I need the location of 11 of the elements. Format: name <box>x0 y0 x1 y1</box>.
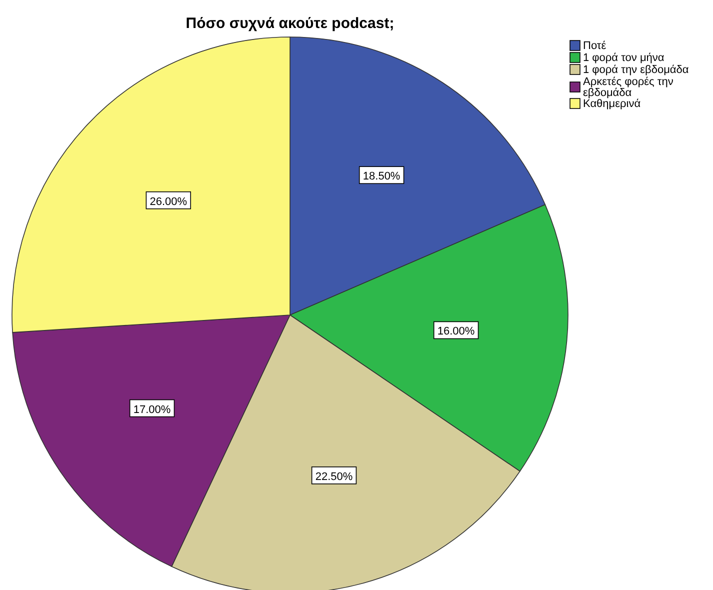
data-label: 26.00% <box>150 196 188 208</box>
data-label: 17.00% <box>133 404 171 416</box>
data-label: 16.00% <box>437 326 475 338</box>
legend-label: 1 φορά τον μήνα <box>583 52 665 64</box>
data-label: 18.50% <box>362 170 400 183</box>
data-label: 22.50% <box>315 470 353 483</box>
legend-label: Καθημερινά <box>583 98 642 110</box>
legend-label: 1 φορά την εβδομάδα <box>583 64 690 76</box>
legend-label: Αρκετές φορές την εβδομάδα <box>583 76 674 99</box>
legend-label: Ποτέ <box>583 40 606 52</box>
chart-title: Πόσο συχνά ακούτε podcast; <box>186 15 394 32</box>
